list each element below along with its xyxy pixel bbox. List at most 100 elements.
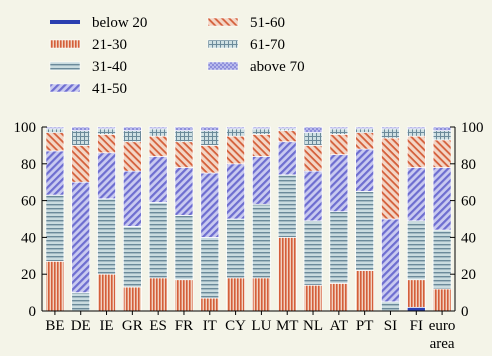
x-category-label: LU <box>251 318 271 334</box>
legend-swatch <box>207 61 239 71</box>
bar-segment <box>303 126 323 133</box>
bar-segment <box>355 128 375 133</box>
x-category-label: IT <box>203 318 217 334</box>
bar-segment <box>355 148 375 192</box>
bar-segment <box>406 306 426 312</box>
bar-segment <box>122 141 142 172</box>
x-category-label: FI <box>410 318 423 334</box>
bar-stacks <box>45 126 452 312</box>
bar-segment <box>174 126 194 132</box>
legend-label: 61-70 <box>250 37 285 53</box>
legend-label: below 20 <box>92 15 147 31</box>
chart-axes: 0 0 20 20 40 40 60 60 80 80 100 100 BE DE IE GR ES FR IT CY… <box>14 120 484 352</box>
bar-segment <box>432 126 452 132</box>
bar-segment <box>122 130 142 143</box>
y-tick-label-right: 100 <box>461 120 484 136</box>
bar-segment <box>277 126 297 130</box>
x-category-label: PT <box>356 318 374 334</box>
legend-label: 41-50 <box>92 81 127 97</box>
bar-segment <box>406 220 426 281</box>
bar-segment <box>329 128 349 135</box>
bar-segment <box>355 132 375 150</box>
x-category-label: euro area <box>429 318 456 352</box>
bar-segment <box>226 163 245 220</box>
bar-segment <box>148 128 168 137</box>
bar-segment <box>432 167 452 231</box>
x-category-label: GR <box>122 318 143 334</box>
y-tick-label-right: 80 <box>461 157 476 173</box>
bar-segment <box>406 279 426 308</box>
bar-segment <box>226 218 245 279</box>
bar-segment <box>381 128 400 139</box>
bar-segment <box>200 172 220 238</box>
bar-segment <box>303 145 323 172</box>
y-tick-label-left: 100 <box>14 120 37 136</box>
legend-swatch <box>49 61 81 71</box>
bar-segment <box>122 226 142 288</box>
bar-segment <box>432 229 452 290</box>
legend-label: above 70 <box>250 59 305 75</box>
bar-segment <box>200 145 220 174</box>
bar-segment <box>355 191 375 271</box>
bar-segment <box>277 237 297 312</box>
bar-segment <box>97 134 116 154</box>
bar-segment <box>200 130 220 146</box>
legend-swatch <box>50 20 80 24</box>
bar-segment <box>148 277 168 312</box>
bar-segment <box>174 214 194 281</box>
bar-segment <box>71 126 91 132</box>
bar-segment <box>200 126 220 132</box>
bar-segment <box>97 152 116 200</box>
y-tick-label-right: 20 <box>461 267 476 283</box>
bar-segment <box>122 286 142 312</box>
bar-segment <box>122 170 142 227</box>
bar-segment <box>122 126 142 132</box>
x-category-label: IE <box>99 318 113 334</box>
bar-segment <box>148 156 168 203</box>
bar-segment <box>406 135 426 168</box>
bar-segment <box>174 141 194 168</box>
bar-segment <box>71 181 91 293</box>
bar-segment <box>200 237 220 299</box>
bar-segment <box>303 170 323 222</box>
x-category-label: NL <box>303 318 323 334</box>
bar-segment <box>45 260 65 312</box>
y-tick-label-left: 80 <box>21 157 36 173</box>
bar-segment <box>148 135 168 157</box>
legend-swatch <box>49 39 81 49</box>
bar-segment <box>329 154 349 212</box>
bar-segment <box>45 132 65 152</box>
bar-segment <box>303 220 323 286</box>
bar-segment <box>252 126 271 130</box>
bar-segment <box>303 284 323 312</box>
y-tick-label-left: 0 <box>29 304 37 320</box>
bar-segment <box>303 132 323 146</box>
bar-segment <box>97 198 116 275</box>
bar-segment <box>355 126 375 130</box>
y-tick-label-left: 60 <box>21 194 36 210</box>
bar-segment <box>174 130 194 143</box>
legend-swatch <box>49 83 81 93</box>
bar-segment <box>252 203 271 279</box>
bar-segment <box>226 135 245 165</box>
bar-segment <box>97 273 116 312</box>
x-category-label: AT <box>330 318 348 334</box>
bar-segment <box>406 126 426 130</box>
bar-segment <box>174 167 194 216</box>
bar-segment <box>277 141 297 176</box>
bar-segment <box>226 277 245 312</box>
bar-segment <box>252 277 271 312</box>
bar-segment <box>432 288 452 312</box>
bar-segment <box>381 301 400 312</box>
bar-segment <box>174 279 194 312</box>
bar-segment <box>71 145 91 183</box>
bar-segment <box>200 297 220 312</box>
legend-label: 31-40 <box>92 59 127 75</box>
bar-segment <box>226 126 245 130</box>
bar-segment <box>45 150 65 196</box>
bar-segment <box>252 134 271 157</box>
chart-legend: below 20 21-30 31-40 41-50 51-60 61-70 above 7… <box>49 15 305 97</box>
legend-swatch <box>207 17 239 27</box>
bar-segment <box>226 128 245 137</box>
bar-segment <box>432 139 452 168</box>
